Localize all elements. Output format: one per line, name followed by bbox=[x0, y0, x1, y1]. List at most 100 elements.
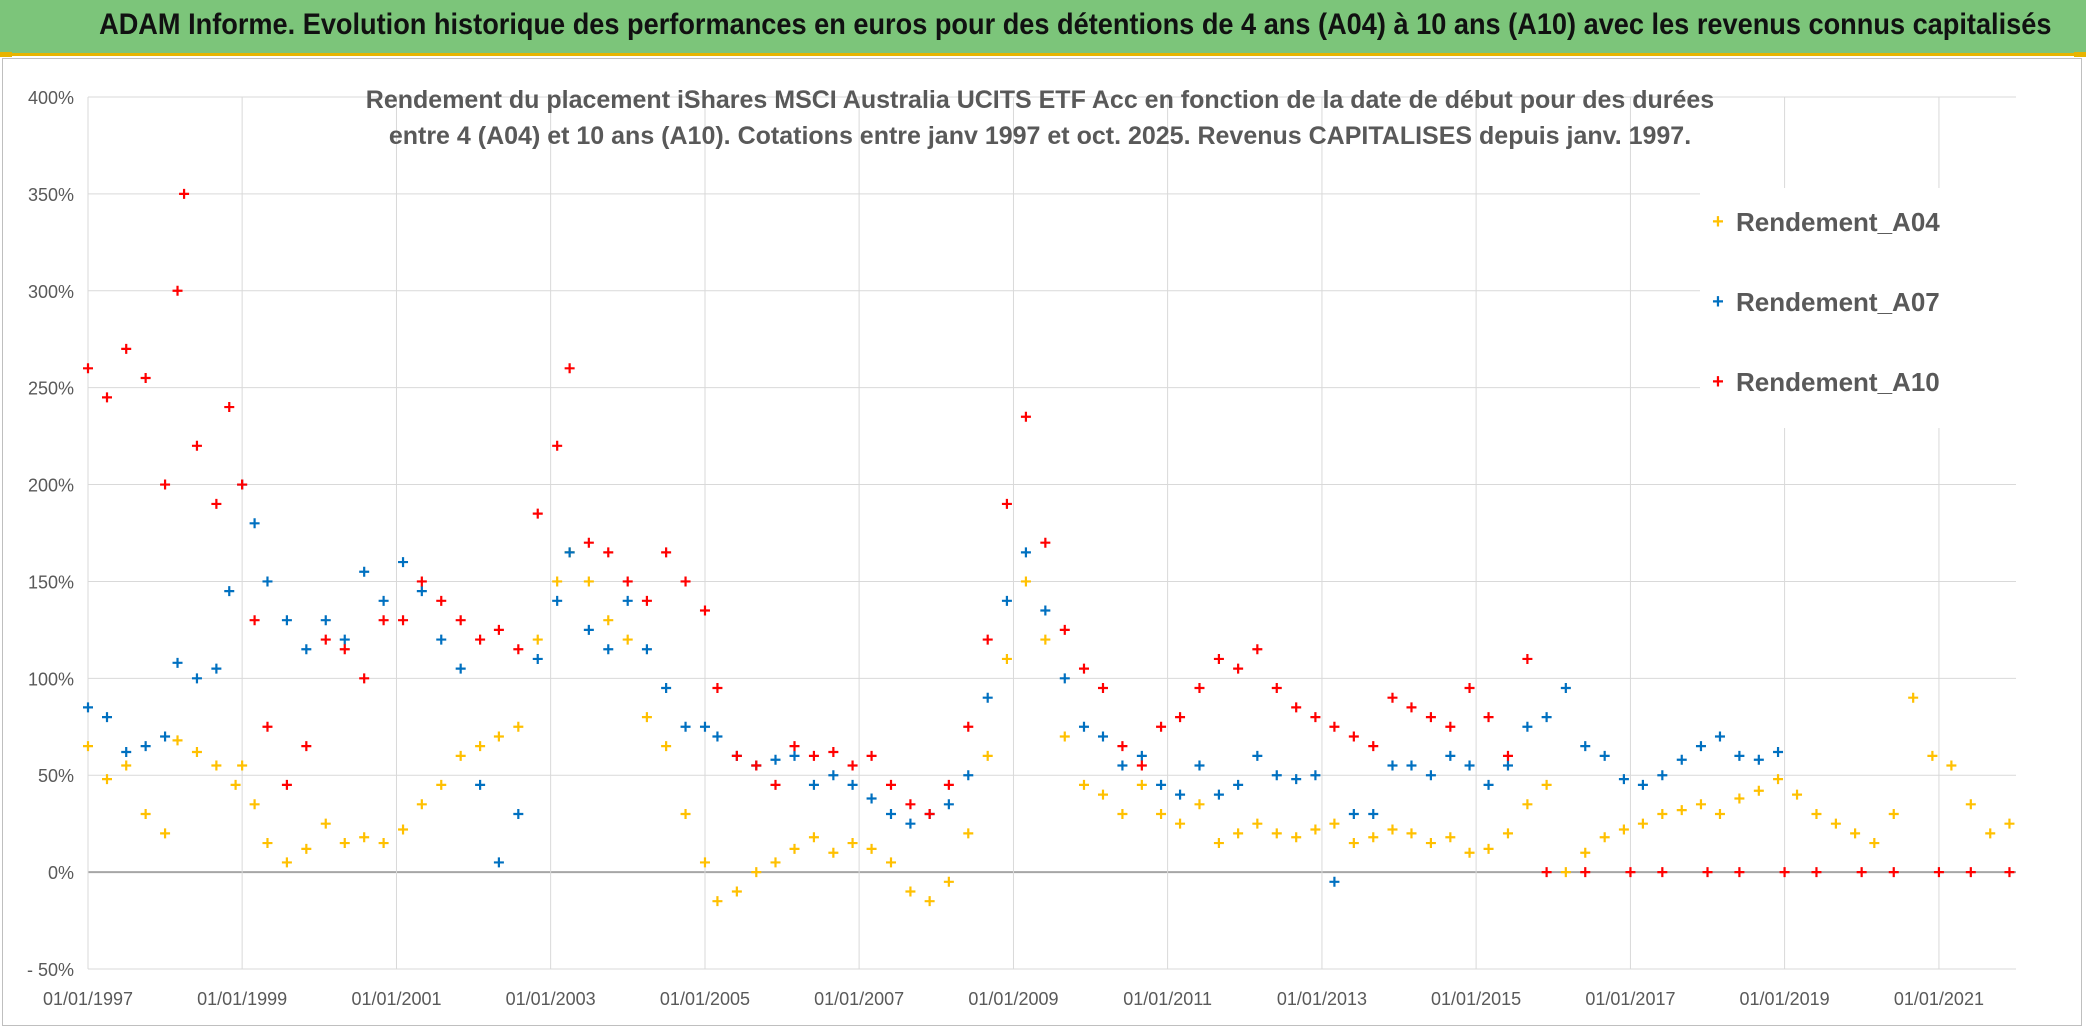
data-point bbox=[1252, 750, 1263, 761]
data-point bbox=[828, 746, 839, 757]
data-point bbox=[1271, 770, 1282, 781]
data-point bbox=[1406, 702, 1417, 713]
chart-legend: + Rendement_A04 + Rendement_A07 + Rendem… bbox=[1700, 188, 2030, 428]
data-point bbox=[436, 779, 447, 790]
data-point bbox=[1348, 808, 1359, 819]
y-tick-label: 350% bbox=[28, 185, 74, 205]
x-tick-label: 01/01/2003 bbox=[506, 989, 596, 1009]
legend-item-a10: + Rendement_A10 bbox=[1700, 362, 1940, 402]
data-point bbox=[262, 838, 273, 849]
data-point bbox=[808, 832, 819, 843]
data-point bbox=[224, 402, 235, 413]
data-point bbox=[583, 537, 594, 548]
data-point bbox=[1078, 721, 1089, 732]
y-tick-label: 150% bbox=[28, 572, 74, 592]
data-point bbox=[121, 760, 132, 771]
data-point bbox=[1888, 867, 1899, 878]
data-point bbox=[1117, 760, 1128, 771]
chart-frame bbox=[2, 58, 2082, 1026]
data-point bbox=[1502, 760, 1513, 771]
data-point bbox=[808, 779, 819, 790]
data-point bbox=[1445, 750, 1456, 761]
y-tick-label: 200% bbox=[28, 476, 74, 496]
data-point bbox=[172, 735, 183, 746]
data-point bbox=[1348, 731, 1359, 742]
data-point bbox=[1213, 789, 1224, 800]
data-point bbox=[1348, 838, 1359, 849]
data-point bbox=[603, 547, 614, 558]
data-point bbox=[1965, 867, 1976, 878]
data-point bbox=[1792, 789, 1803, 800]
data-point bbox=[2004, 867, 2015, 878]
data-point bbox=[262, 576, 273, 587]
data-point bbox=[416, 586, 427, 597]
data-point bbox=[249, 799, 260, 810]
data-point bbox=[699, 857, 710, 868]
data-point bbox=[1310, 712, 1321, 723]
data-point bbox=[603, 644, 614, 655]
data-point bbox=[179, 188, 190, 199]
data-point bbox=[1329, 876, 1340, 887]
x-tick-label: 01/01/2009 bbox=[968, 989, 1058, 1009]
y-tick-label: 0% bbox=[48, 863, 74, 883]
data-point bbox=[866, 843, 877, 854]
data-point bbox=[1291, 774, 1302, 785]
legend-item-a07: + Rendement_A07 bbox=[1700, 282, 1940, 322]
data-point bbox=[770, 779, 781, 790]
data-point bbox=[172, 657, 183, 668]
data-point bbox=[249, 518, 260, 529]
data-point bbox=[301, 741, 312, 752]
data-point bbox=[622, 634, 633, 645]
data-point bbox=[1020, 547, 1031, 558]
data-point bbox=[1927, 750, 1938, 761]
data-point bbox=[493, 857, 504, 868]
data-point bbox=[1387, 692, 1398, 703]
data-point bbox=[237, 760, 248, 771]
data-point bbox=[475, 741, 486, 752]
data-point bbox=[160, 828, 171, 839]
data-point bbox=[513, 721, 524, 732]
x-tick-label: 01/01/2007 bbox=[814, 989, 904, 1009]
data-point bbox=[359, 566, 370, 577]
data-point bbox=[1387, 760, 1398, 771]
data-point bbox=[1136, 760, 1147, 771]
data-point bbox=[982, 634, 993, 645]
x-tick-label: 01/01/2019 bbox=[1740, 989, 1830, 1009]
data-point bbox=[847, 760, 858, 771]
data-point bbox=[301, 644, 312, 655]
data-point bbox=[1618, 824, 1629, 835]
legend-item-a04: + Rendement_A04 bbox=[1700, 202, 1940, 242]
data-point bbox=[1908, 692, 1919, 703]
chart-grid bbox=[87, 96, 2016, 970]
chart-points bbox=[83, 188, 2015, 907]
chart-title-line-1: Rendement du placement iShares MSCI Aust… bbox=[365, 86, 1715, 114]
report-banner: ADAM Informe. Evolution historique des p… bbox=[0, 0, 2086, 56]
data-point bbox=[172, 285, 183, 296]
data-point bbox=[770, 754, 781, 765]
data-point bbox=[963, 828, 974, 839]
data-point bbox=[160, 731, 171, 742]
data-point bbox=[281, 857, 292, 868]
data-point bbox=[1657, 867, 1668, 878]
data-point bbox=[1445, 721, 1456, 732]
x-axis-ticks: 01/01/1997 01/01/1999 01/01/2001 01/01/2003… bbox=[43, 989, 1984, 1009]
data-point bbox=[281, 779, 292, 790]
data-point bbox=[1618, 774, 1629, 785]
data-point bbox=[1040, 634, 1051, 645]
x-tick-label: 01/01/1999 bbox=[197, 989, 287, 1009]
data-point bbox=[339, 838, 350, 849]
data-point bbox=[398, 557, 409, 568]
y-tick-label: 50% bbox=[38, 766, 74, 786]
series-rendement_a04 bbox=[83, 547, 2015, 907]
data-point bbox=[455, 615, 466, 626]
data-point bbox=[963, 721, 974, 732]
data-point bbox=[905, 799, 916, 810]
data-point bbox=[963, 770, 974, 781]
data-point bbox=[1020, 411, 1031, 422]
data-point bbox=[828, 847, 839, 858]
data-point bbox=[1117, 808, 1128, 819]
data-point bbox=[1252, 818, 1263, 829]
data-point bbox=[1599, 832, 1610, 843]
data-point bbox=[564, 547, 575, 558]
